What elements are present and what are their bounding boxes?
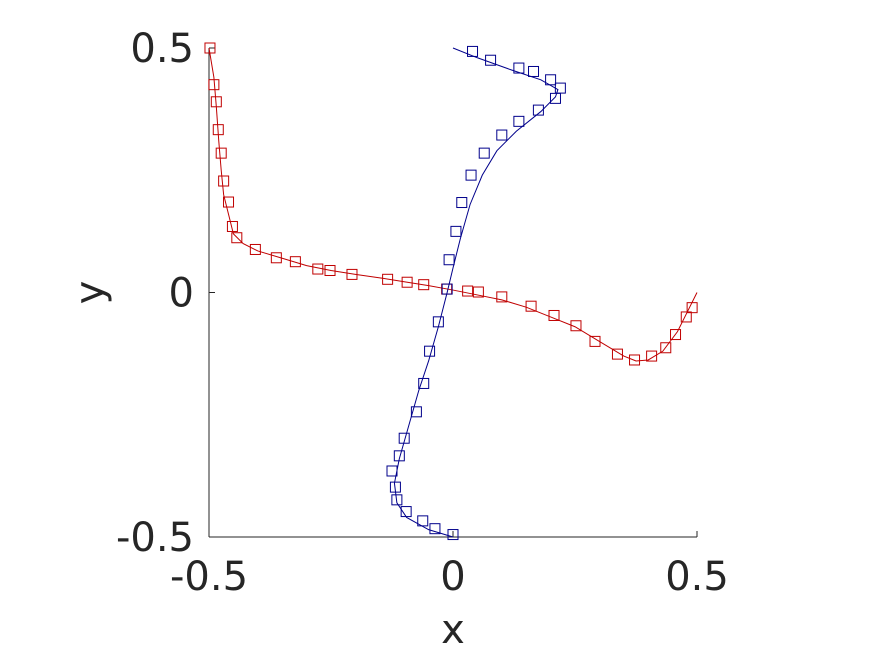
data-point-marker [346, 268, 358, 280]
data-point-marker [467, 45, 479, 57]
data-point-marker [231, 232, 243, 244]
data-point-marker [462, 285, 474, 297]
data-point-marker [418, 377, 430, 389]
data-point-marker [447, 529, 459, 541]
data-point-marker [478, 147, 490, 159]
data-point-marker [226, 220, 238, 232]
data-point-marker [391, 494, 403, 506]
data-point-marker [210, 96, 222, 108]
data-point-marker [456, 197, 468, 209]
data-point-marker [401, 276, 413, 288]
data-point-marker [393, 450, 405, 462]
data-point-marker [270, 252, 282, 264]
data-point-marker [549, 92, 561, 104]
data-point-marker [212, 124, 224, 136]
data-point-marker [465, 169, 477, 181]
data-point-marker [532, 104, 544, 116]
data-point-marker [496, 291, 508, 303]
y-tick-label: 0 [169, 271, 194, 317]
x-tick-label: 0.5 [665, 554, 729, 600]
x-tick-label: -0.5 [170, 554, 248, 600]
data-point-marker [389, 481, 401, 493]
data-point-marker [324, 264, 336, 276]
data-point-marker [545, 74, 557, 86]
data-point-marker [218, 175, 230, 187]
data-point-marker [472, 286, 484, 298]
series-1 [204, 42, 698, 366]
data-point-marker [686, 302, 698, 314]
data-point-marker [680, 311, 692, 323]
series-line [208, 47, 698, 362]
data-point-marker [400, 506, 412, 518]
data-point-marker [629, 354, 641, 366]
data-point-marker [589, 335, 601, 347]
data-point-marker [570, 320, 582, 332]
data-point-marker [289, 256, 301, 268]
data-point-marker [432, 316, 444, 328]
tick-labels: -0.5 0 0.5 -0.5 0 0.5 [116, 26, 729, 600]
data-point-marker [424, 345, 436, 357]
series-line [393, 47, 559, 538]
axis-ticks [208, 47, 698, 538]
data-point-marker [496, 129, 508, 141]
data-point-marker [548, 309, 560, 321]
data-point-marker [215, 147, 227, 159]
data-point-marker [513, 115, 525, 127]
data-point-marker [485, 54, 497, 66]
data-point-marker [670, 329, 682, 341]
y-tick-label: -0.5 [116, 515, 194, 561]
data-point-marker [249, 243, 261, 255]
data-point-marker [417, 515, 429, 527]
data-point-marker [443, 254, 455, 266]
data-point-marker [204, 42, 216, 54]
plot-area [204, 42, 698, 541]
data-point-marker [418, 279, 430, 291]
data-point-marker [611, 348, 623, 360]
data-point-marker [382, 273, 394, 285]
data-point-marker [312, 263, 324, 275]
data-point-marker [441, 283, 453, 295]
data-point-marker [410, 406, 422, 418]
data-point-marker [398, 432, 410, 444]
series-2 [386, 45, 566, 541]
data-point-marker [513, 62, 525, 74]
x-tick-label: 0 [440, 554, 465, 600]
data-point-marker [429, 523, 441, 535]
x-axis-label: x [441, 607, 465, 653]
data-point-marker [386, 465, 398, 477]
data-point-marker [450, 225, 462, 237]
y-tick-label: 0.5 [130, 26, 194, 72]
data-point-marker [223, 196, 235, 208]
data-point-marker [525, 300, 537, 312]
data-point-marker [646, 350, 658, 362]
y-axis-label: y [67, 281, 113, 305]
data-point-marker [528, 65, 540, 77]
data-point-marker [208, 79, 220, 91]
data-point-marker [660, 342, 672, 354]
series-group [204, 42, 698, 541]
